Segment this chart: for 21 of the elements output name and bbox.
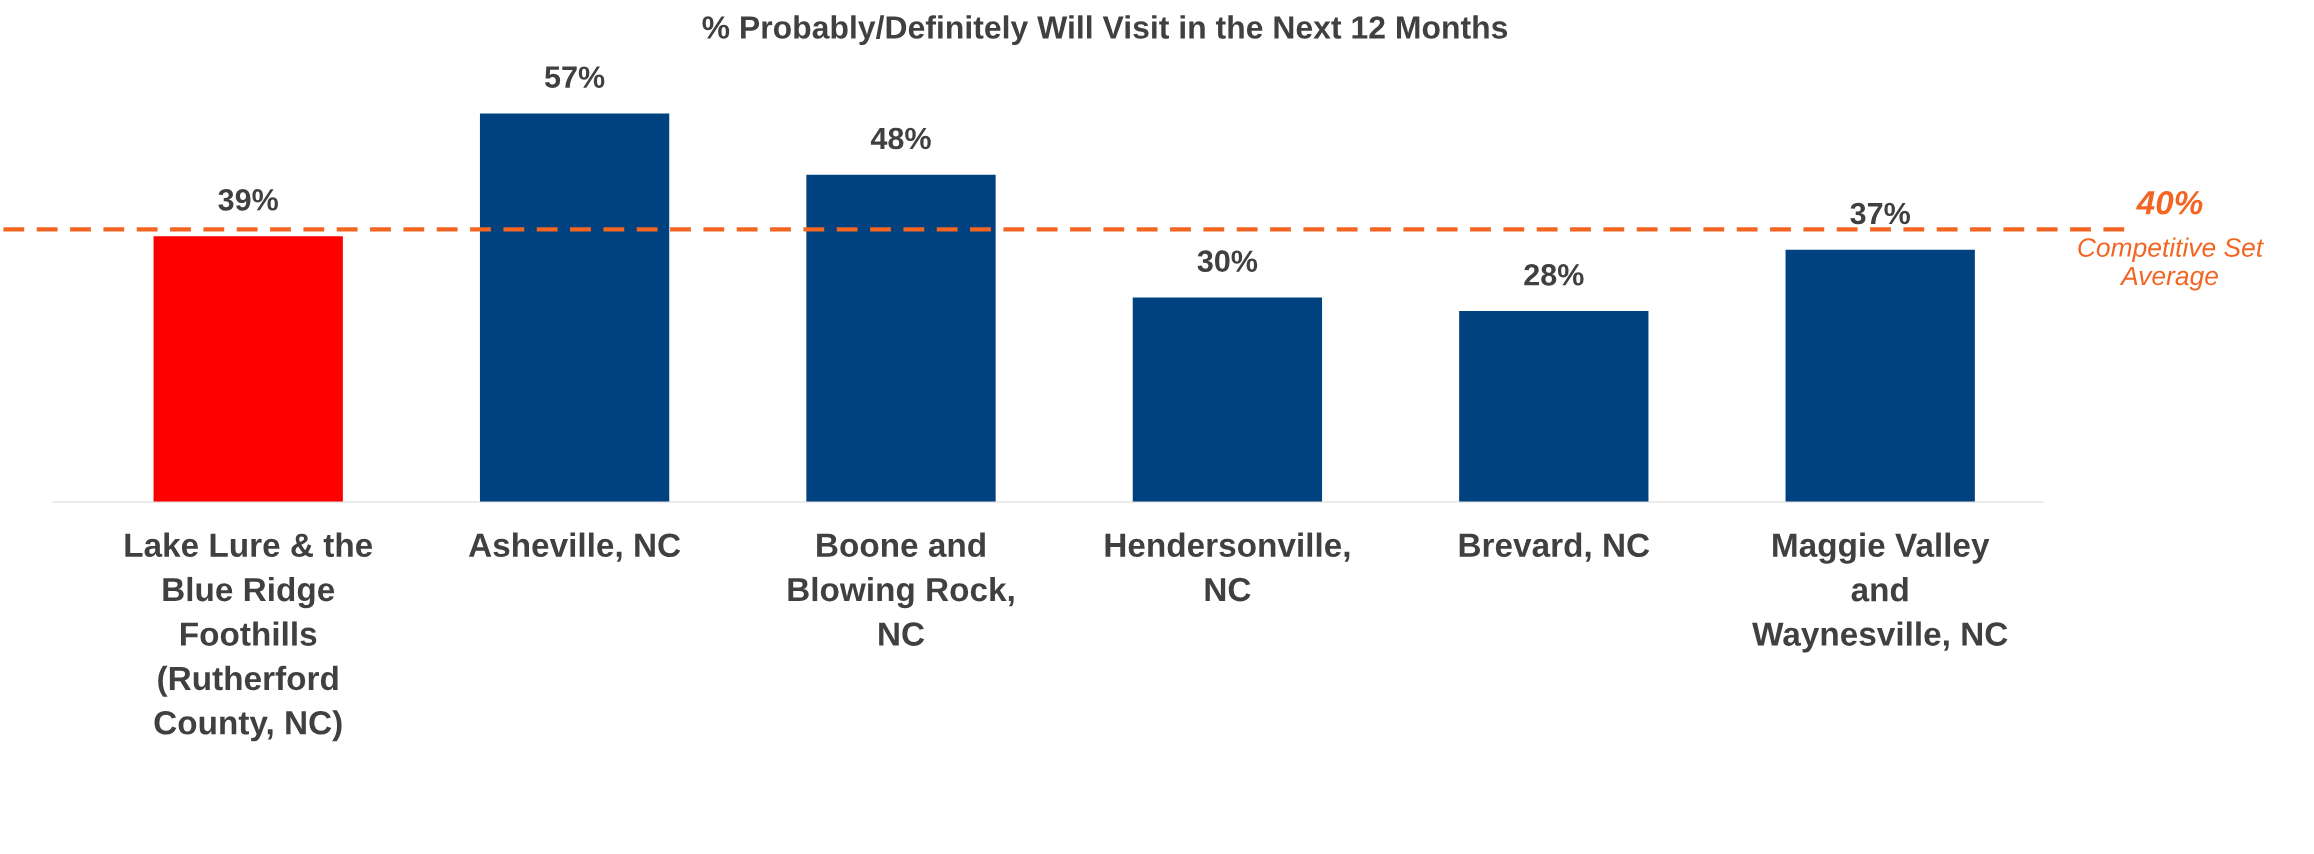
x-tick-label: Maggie Valley and Waynesville, NC <box>1752 532 2008 653</box>
bar <box>1785 249 1975 502</box>
data-label: 57% <box>544 66 605 88</box>
data-label: 28% <box>1524 264 1584 286</box>
bar <box>806 174 996 502</box>
x-tick-label: Lake Lure & the Blue Ridge Foothills (Rutherford County, NC) <box>125 532 373 742</box>
x-tick-label: Boone and Blowing Rock, NC <box>788 532 1014 646</box>
data-label: 37% <box>1850 202 1910 225</box>
x-tick-label: Asheville, NC <box>468 532 681 562</box>
bar <box>1459 311 1649 502</box>
data-label: 30% <box>1197 250 1258 273</box>
data-label: 48% <box>870 127 931 150</box>
data-label: 39% <box>218 189 278 211</box>
chart-title: % Probably/Definitely Will Visit in the Next 12 Months <box>702 15 1508 46</box>
bar <box>1132 297 1323 502</box>
x-tick-label: Hendersonville, NC <box>1105 532 1350 602</box>
x-tick-label: Brevard, NC <box>1459 532 1650 562</box>
annotation: Competitive Set Average <box>2078 237 2265 291</box>
bar <box>153 236 343 502</box>
ref-line-label: 40% <box>2136 190 2203 215</box>
bar <box>479 113 670 502</box>
